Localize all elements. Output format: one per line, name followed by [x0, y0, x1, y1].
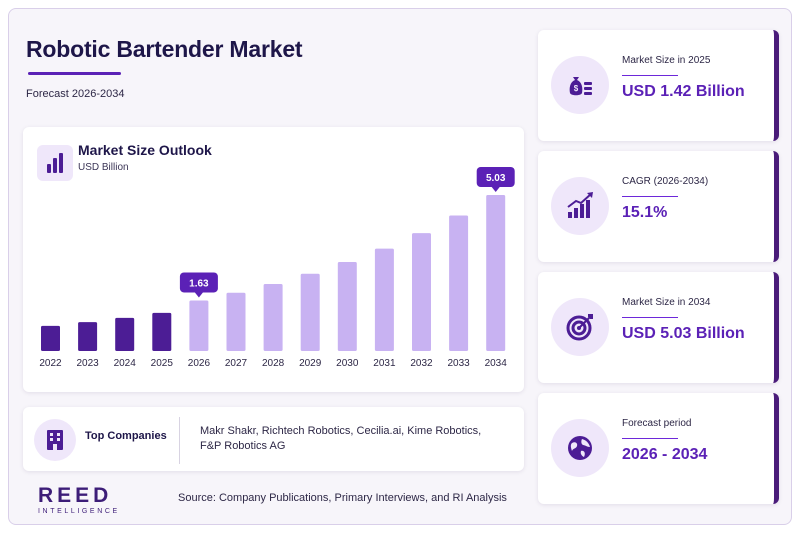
x-tick-label: 2033	[447, 358, 470, 369]
stat-value: USD 5.03 Billion	[622, 325, 745, 342]
stat-label: Forecast period	[622, 418, 692, 429]
bar-chart-icon	[37, 145, 73, 181]
source-note: Source: Company Publications, Primary In…	[178, 492, 507, 504]
stat-label: Market Size in 2034	[622, 297, 711, 308]
x-tick-label: 2025	[151, 358, 174, 369]
x-tick-label: 2031	[373, 358, 396, 369]
stat-card-market-size-2025: $ Market Size in 2025 USD 1.42 Billion	[538, 30, 779, 141]
page-subtitle: Forecast 2026-2034	[26, 88, 125, 100]
top-companies-card: Top Companies Makr Shakr, Richtech Robot…	[23, 407, 524, 471]
x-tick-label: 2028	[262, 358, 285, 369]
bar-chart: 2022 2023 2024 2025 2026 2027 2028 2029 2030 2031…	[39, 167, 515, 369]
reed-intelligence-logo: REED INTELLIGENCE	[38, 484, 120, 515]
divider	[179, 417, 180, 464]
data-callout-2026: 1.63	[179, 272, 218, 298]
bar-2032	[412, 233, 431, 351]
title-underline	[28, 72, 121, 75]
x-tick-label: 2027	[225, 358, 248, 369]
bar-2023	[78, 322, 98, 351]
x-tick-label: 2030	[336, 358, 359, 369]
bar-2025	[152, 312, 172, 351]
bar-2027	[226, 292, 246, 351]
logo-main-text: REED	[38, 484, 113, 507]
money-bag-icon: $	[551, 56, 609, 114]
target-icon	[551, 298, 609, 356]
data-label: 1.63	[189, 278, 209, 289]
building-icon	[34, 419, 76, 461]
top-companies-list: Makr Shakr, Richtech Robotics, Cecilia.a…	[200, 425, 482, 452]
market-size-chart-card: 2022 2023 2024 2025 2026 2027 2028 2029 2030 2031…	[23, 127, 524, 392]
stat-value: 2026 - 2034	[622, 446, 708, 463]
chart-unit: USD Billion	[78, 162, 129, 173]
stat-card-cagr: CAGR (2026-2034) 15.1%	[538, 151, 779, 262]
data-label: 5.03	[486, 173, 506, 184]
bar-2028	[263, 284, 283, 351]
stat-value: 15.1%	[622, 204, 668, 221]
x-tick-label: 2022	[39, 358, 62, 369]
stat-card-forecast-period: Forecast period 2026 - 2034	[538, 393, 779, 504]
x-tick-label: 2024	[114, 358, 137, 369]
bar-2024	[115, 317, 135, 351]
stat-underline	[622, 438, 678, 439]
stat-card-market-size-2034: Market Size in 2034 USD 5.03 Billion	[538, 272, 779, 383]
x-tick-label: 2026	[188, 358, 211, 369]
stat-label: CAGR (2026-2034)	[622, 176, 709, 187]
bar-2031	[374, 248, 394, 351]
bar-2029	[300, 273, 320, 351]
bar-2030	[337, 261, 357, 351]
x-tick-label: 2034	[485, 358, 508, 369]
stat-label: Market Size in 2025	[622, 55, 711, 66]
bar-2034	[486, 195, 506, 351]
x-tick-label: 2029	[299, 358, 322, 369]
stat-value: USD 1.42 Billion	[622, 83, 745, 100]
top-companies-label: Top Companies	[85, 430, 167, 442]
page-title: Robotic Bartender Market	[26, 36, 303, 62]
chart-title: Market Size Outlook	[78, 142, 212, 158]
x-tick-label: 2023	[76, 358, 99, 369]
growth-chart-icon	[551, 177, 609, 235]
stat-underline	[622, 75, 678, 76]
bar-2033	[449, 215, 469, 351]
logo-sub-text: INTELLIGENCE	[38, 508, 120, 515]
stat-underline	[622, 196, 678, 197]
data-callout-2034: 5.03	[476, 167, 515, 192]
stat-underline	[622, 317, 678, 318]
bar-2026	[189, 300, 209, 351]
x-tick-label: 2032	[410, 358, 433, 369]
svg-text:$: $	[574, 84, 579, 93]
globe-icon	[551, 419, 609, 477]
bar-2022	[41, 325, 60, 351]
